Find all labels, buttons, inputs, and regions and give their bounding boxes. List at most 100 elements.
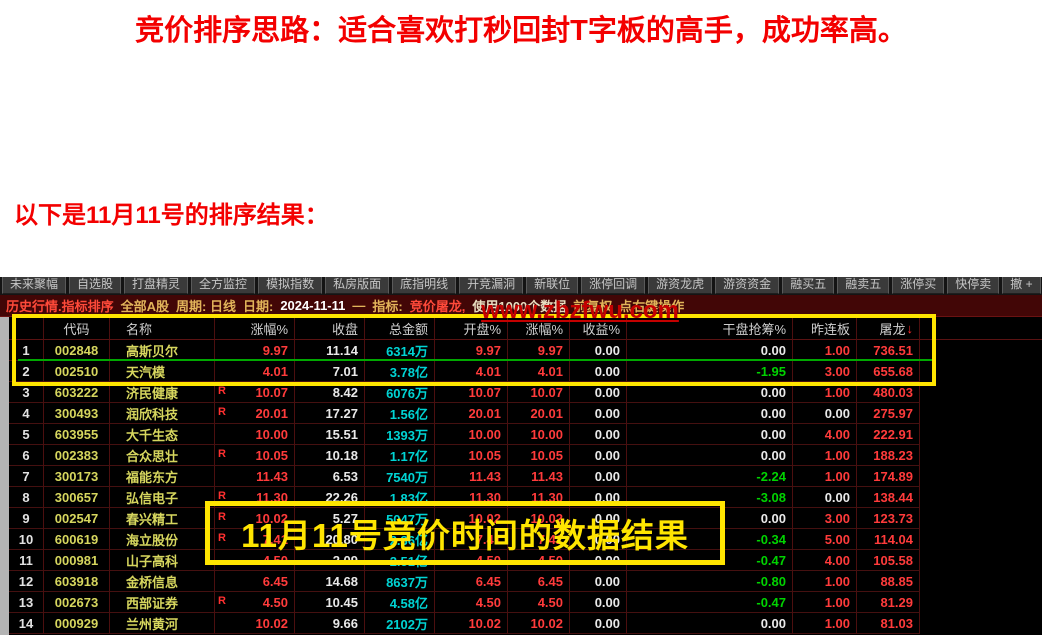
tulong-value: 655.68 <box>857 361 920 382</box>
yield-pct: 0.00 <box>570 508 627 529</box>
row-filler <box>920 592 1042 613</box>
toolbar-tab[interactable]: 涨停买 <box>892 277 945 294</box>
table-row[interactable]: 8 300657 弘信电子 11.30 R 22.26 1.83亿 11.30 11.30 0.0… <box>9 487 1042 508</box>
col-header-rownum[interactable] <box>9 317 44 340</box>
toolbar-tab[interactable]: 模拟指数 <box>258 277 323 294</box>
col-header-开盘%[interactable]: 开盘% <box>435 317 508 340</box>
table-row[interactable]: 7 300173 福能东方 11.43 6.53 7540万 11.43 11.43 0.00-… <box>9 466 1042 487</box>
open-grab-pct: 0.00 <box>627 445 793 466</box>
open-pct: 6.45 <box>435 571 508 592</box>
col-header-屠龙[interactable]: 屠龙 ↓ <box>857 317 920 340</box>
row-filler <box>920 529 1042 550</box>
open-grab-pct: 0.00 <box>627 613 793 634</box>
total-amount: 5047万 <box>365 508 435 529</box>
stock-code: 000929 <box>44 613 110 634</box>
table-row[interactable]: 5 603955 大千生态 10.00 15.51 1393万 10.00 10.00 0.00… <box>9 424 1042 445</box>
toolbar-tab[interactable]: 融买五 <box>782 277 835 294</box>
toolbar-tab[interactable]: 融卖五 <box>837 277 890 294</box>
open-grab-pct: -0.80 <box>627 571 793 592</box>
close-price: 17.27 <box>295 403 365 424</box>
col-header-名称[interactable]: 名称 <box>110 317 215 340</box>
yield-pct: 0.00 <box>570 592 627 613</box>
yesterday-boards: 3.00 <box>793 508 857 529</box>
toolbar-tab[interactable]: 游资龙虎 <box>648 277 713 294</box>
stock-code: 603918 <box>44 571 110 592</box>
table-row[interactable]: 13 002673 西部证券 4.50 R 10.45 4.58亿 4.50 4.50 0.00-… <box>9 592 1042 613</box>
row-number: 11 <box>9 550 44 571</box>
table-row[interactable]: 2 002510 天汽模 4.01 7.01 3.78亿 4.01 4.01 0.00 -1.95… <box>9 361 1042 382</box>
open-pct: 4.50 <box>435 592 508 613</box>
toolbar-tab[interactable]: 涨停回调 <box>581 277 646 294</box>
stock-name: 合众思壮 <box>110 445 215 466</box>
close-price: 8.42 <box>295 382 365 403</box>
row-number: 3 <box>9 382 44 403</box>
table-row[interactable]: 10 600619 海立股份 7.41 R 20.80 2.36亿 7.41 7.41 0.00-… <box>9 529 1042 550</box>
table-row[interactable]: 12 603918 金桥信息 6.45 14.68 8637万 6.45 6.45 0.00 -0… <box>9 571 1042 592</box>
open-grab-pct: 0.00 <box>627 424 793 445</box>
page-title: 竞价排序思路：适合喜欢打秒回封T字板的高手，成功率高。 <box>135 15 907 47</box>
status-segment: 指标: <box>372 299 403 314</box>
stock-code: 000981 <box>44 550 110 571</box>
highlight-box-top-rows <box>12 314 936 386</box>
total-amount: 8637万 <box>365 571 435 592</box>
status-segment: 点右键操作 <box>619 299 685 314</box>
table-row[interactable]: 14 000929 兰州黄河 10.02 9.66 2102万 10.02 10.02 0.00… <box>9 613 1042 634</box>
yesterday-boards: 1.00 <box>793 592 857 613</box>
close-price: 10.45 <box>295 592 365 613</box>
total-amount: 1.17亿 <box>365 445 435 466</box>
change-pct-2: 4.01 <box>508 361 570 382</box>
col-header-收盘[interactable]: 收盘 <box>295 317 365 340</box>
col-header-代码[interactable]: 代码 <box>44 317 110 340</box>
callout-text: 11月11号竞价时间的数据结果 <box>241 517 689 554</box>
toolbar-tab[interactable]: 游资资金 <box>715 277 780 294</box>
change-pct-2: 10.02 <box>508 613 570 634</box>
stock-code: 600619 <box>44 529 110 550</box>
table-row[interactable]: 6 002383 合众思壮 10.05 R 10.18 1.17亿 10.05 10.05 0.0… <box>9 445 1042 466</box>
close-price: 9.66 <box>295 613 365 634</box>
open-pct: 10.07 <box>435 382 508 403</box>
toolbar-tab[interactable]: 未来聚幅 <box>2 277 67 294</box>
row-number: 4 <box>9 403 44 424</box>
yield-pct: 0.00 <box>570 424 627 445</box>
toolbar-tab[interactable]: 底指明线 <box>392 277 457 294</box>
col-header-涨幅%[interactable]: 涨幅% <box>508 317 570 340</box>
change-pct-2: 11.43 <box>508 466 570 487</box>
tulong-value: 174.89 <box>857 466 920 487</box>
toolbar-tab[interactable]: 撤 + <box>1002 277 1041 294</box>
toolbar-tab[interactable]: 开竞漏洞 <box>459 277 524 294</box>
open-pct: 4.01 <box>435 361 508 382</box>
close-price: 5.27 <box>295 508 365 529</box>
stock-code: 603955 <box>44 424 110 445</box>
toolbar-tab[interactable]: 新联位 <box>526 277 579 294</box>
change-pct: 6.45 <box>215 571 295 592</box>
col-header-涨幅%[interactable]: 涨幅% <box>215 317 295 340</box>
toolbar-tab[interactable]: 自选股 <box>69 277 122 294</box>
change-pct: 10.07 R <box>215 382 295 403</box>
table-row[interactable]: 4 300493 润欣科技 20.01 R 17.27 1.56亿 20.01 20.01 0.0… <box>9 403 1042 424</box>
stock-name: 海立股份 <box>110 529 215 550</box>
selection-underline <box>18 359 932 361</box>
row-number: 8 <box>9 487 44 508</box>
table-row[interactable]: 3 603222 济民健康 10.07 R 8.42 6076万 10.07 10.07 0.00… <box>9 382 1042 403</box>
col-header-总金额[interactable]: 总金额 <box>365 317 435 340</box>
total-amount: 7540万 <box>365 466 435 487</box>
stock-name: 弘信电子 <box>110 487 215 508</box>
toolbar-tab[interactable]: 全方监控 <box>191 277 256 294</box>
status-bar: 历史行情.指标排序 全部A股 周期: 日线 日期: 2024-11-11 — 指标: 竞价屠龙… <box>0 295 1042 317</box>
margin-r-badge: R <box>218 595 226 607</box>
status-segment: 全部A股 <box>120 299 170 314</box>
table-row[interactable]: 9 002547 春兴精工 10.02 R 5.27 5047万 10.02 10.02 0.00… <box>9 508 1042 529</box>
col-header-干盘抢筹%[interactable]: 干盘抢筹% <box>627 317 793 340</box>
col-header-收益%[interactable]: 收益% <box>570 317 627 340</box>
toolbar-tab[interactable]: 打盘精灵 <box>124 277 189 294</box>
table-header: 代码 名称 涨幅% 收盘 总金额 开盘% 涨幅% 收益% 干盘抢筹% 昨连板 屠龙 ↓ <box>9 317 1042 340</box>
change-pct-2: 6.45 <box>508 571 570 592</box>
toolbar-tab[interactable]: 快停卖 <box>947 277 1000 294</box>
status-segment: 使用1000个数据 <box>472 299 567 314</box>
col-header-昨连板[interactable]: 昨连板 <box>793 317 857 340</box>
change-pct: 10.05 R <box>215 445 295 466</box>
margin-r-badge: R <box>218 385 226 397</box>
tulong-value: 88.85 <box>857 571 920 592</box>
toolbar-tab[interactable]: 私房版面 <box>325 277 390 294</box>
stock-code: 002510 <box>44 361 110 382</box>
